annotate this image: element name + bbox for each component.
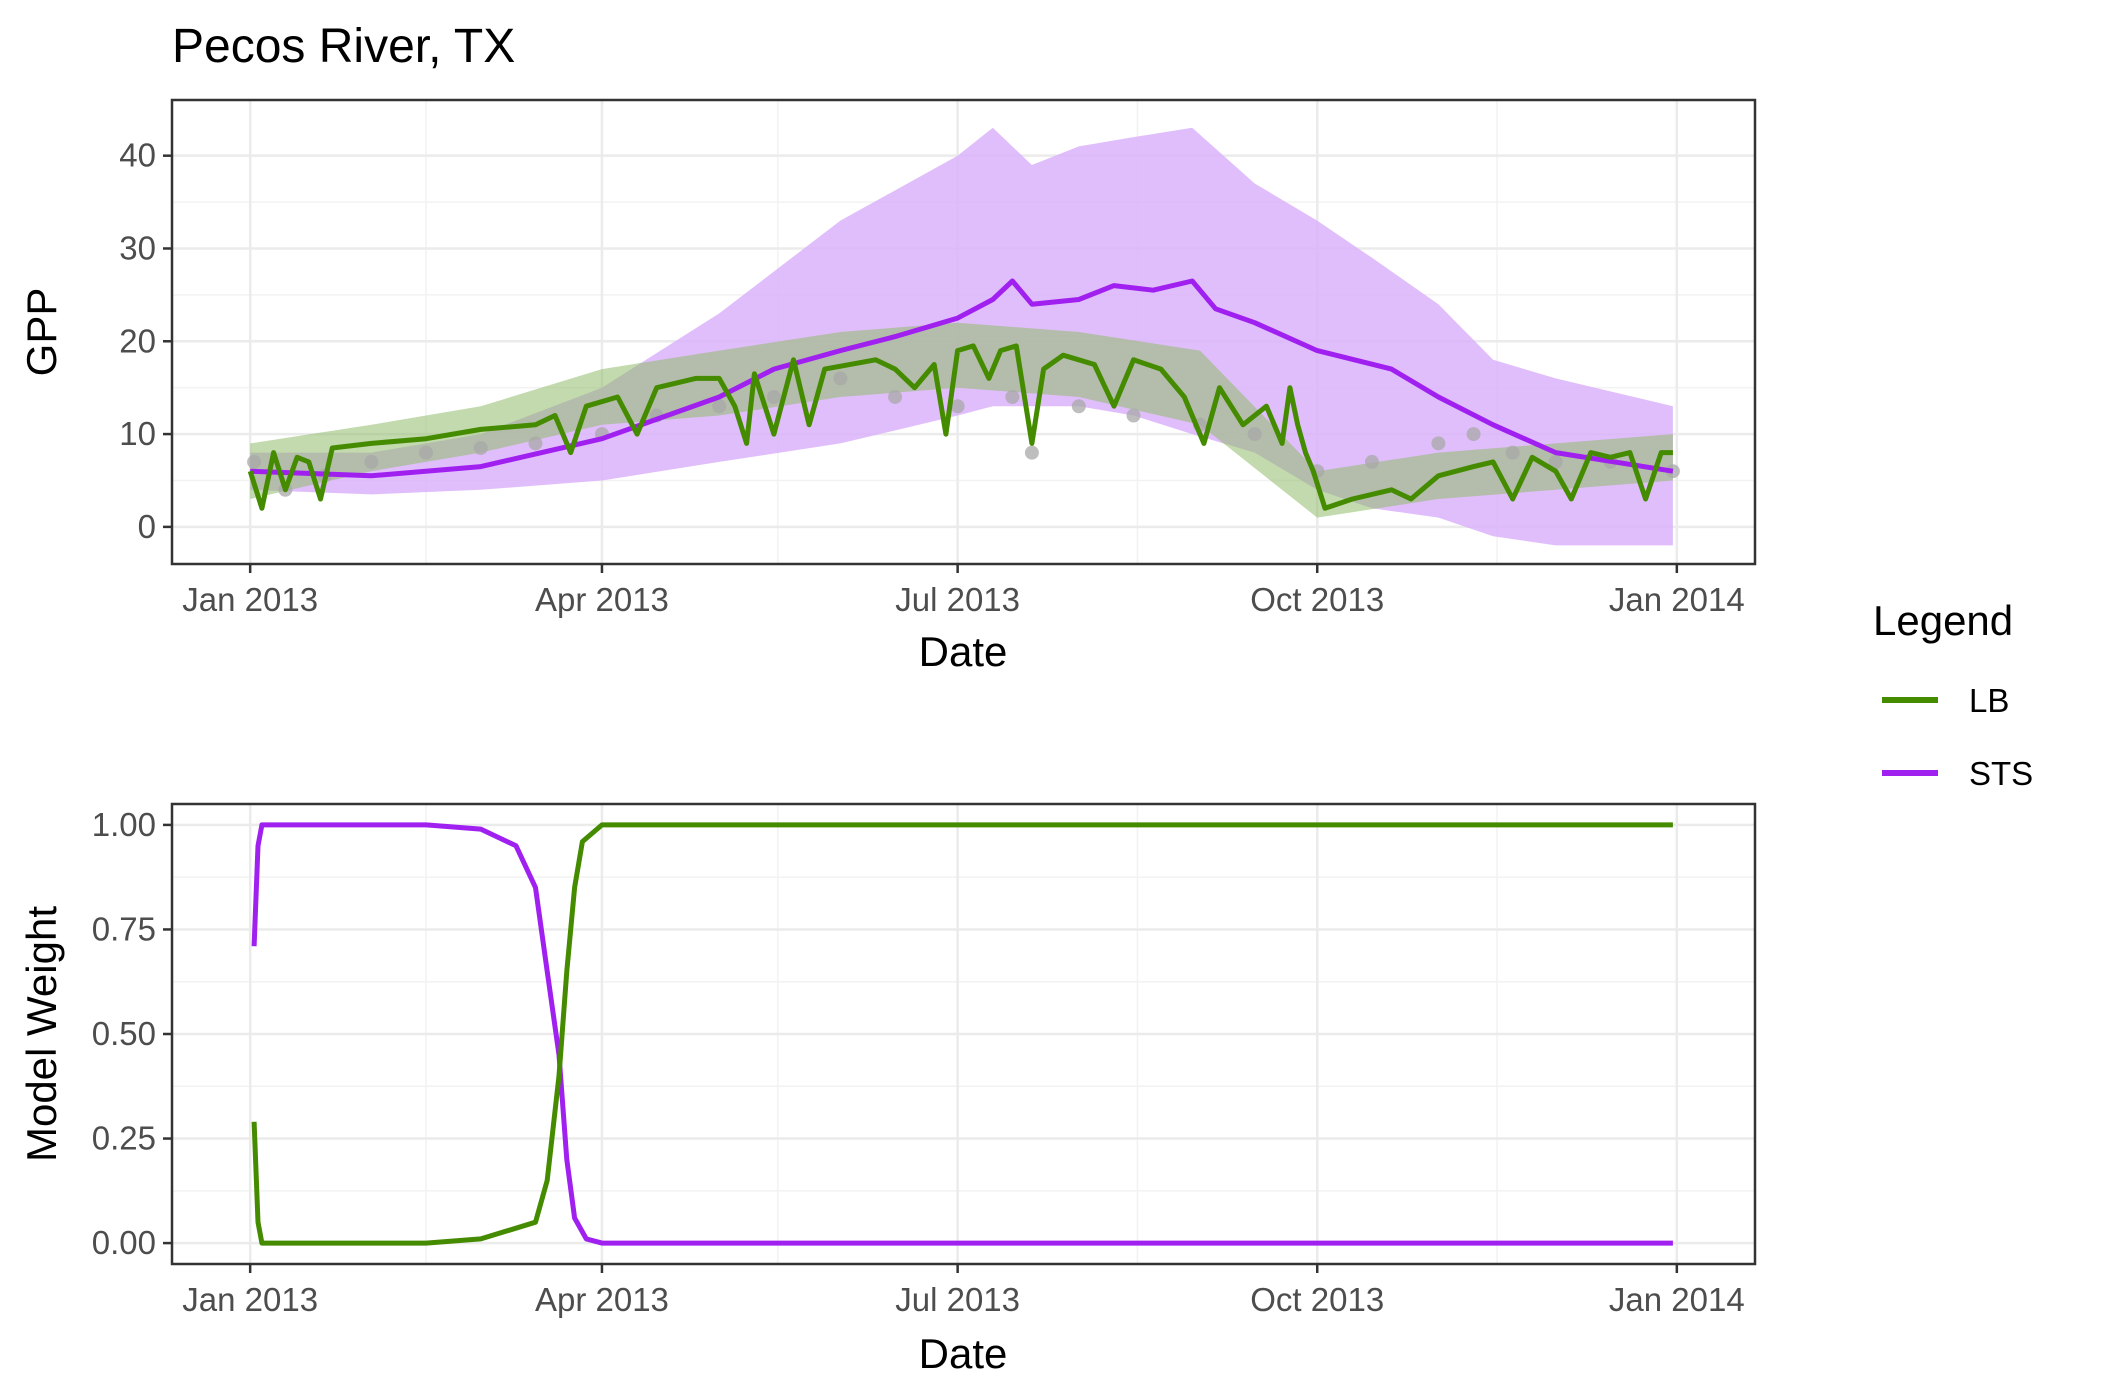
weight-y-axis-title: Model Weight: [18, 906, 65, 1162]
observed-gpp-point: [528, 436, 543, 451]
gpp-y-tick-label: 20: [119, 322, 156, 359]
legend-label-lb: LB: [1969, 682, 2009, 719]
weight-gridlines: [172, 804, 1755, 1264]
gpp-x-tick-label: Jan 2014: [1609, 581, 1745, 618]
weight-y-tick-label: 1.00: [92, 806, 156, 843]
legend-title: Legend: [1873, 597, 2013, 644]
weight-x-tick-label: Jan 2013: [182, 1281, 318, 1318]
sts-weight-line: [251, 822, 1673, 1246]
observed-gpp-point: [1247, 427, 1262, 442]
legend-label-sts: STS: [1969, 755, 2033, 792]
weight-panel: Jan 2013 Apr 2013 Jul 2013 Oct 2013 Jan 2014…: [18, 802, 1757, 1377]
gpp-y-axis-title: GPP: [18, 288, 65, 377]
observed-gpp-point: [364, 454, 379, 469]
gpp-x-axis-title: Date: [919, 628, 1008, 675]
weight-x-tick-label: Jul 2013: [895, 1281, 1020, 1318]
observed-gpp-point: [247, 454, 262, 469]
gpp-panel: Jan 2013 Apr 2013 Jul 2013 Oct 2013 Jan 2014…: [18, 98, 1757, 675]
lb-confidence-band: [250, 322, 1673, 518]
gpp-x-tick-label: Jan 2013: [182, 581, 318, 618]
observed-gpp-point: [1548, 454, 1563, 469]
gpp-y-tick-label: 40: [119, 137, 156, 174]
gpp-lines: [247, 278, 1674, 511]
observed-gpp-point: [950, 399, 965, 414]
observed-gpp-point: [766, 389, 781, 404]
weight-x-tick-label: Apr 2013: [535, 1281, 669, 1318]
weight-y-tick-label: 0.50: [92, 1015, 156, 1052]
weight-y-tick-label: 0.25: [92, 1120, 156, 1157]
gpp-x-ticks: Jan 2013 Apr 2013 Jul 2013 Oct 2013 Jan 2014: [182, 564, 1745, 618]
weight-lines: [251, 822, 1673, 1246]
gpp-y-tick-label: 10: [119, 415, 156, 452]
legend: Legend LB STS: [1873, 597, 2033, 792]
observed-gpp-point: [1005, 389, 1020, 404]
gpp-x-tick-label: Oct 2013: [1250, 581, 1384, 618]
chart-title: Pecos River, TX: [172, 20, 515, 73]
weight-y-ticks: 0.00 0.25 0.50 0.75 1.00: [92, 806, 172, 1261]
observed-gpp-point: [833, 371, 848, 386]
observed-gpp-point: [1126, 408, 1141, 423]
observed-gpp-point: [1505, 445, 1520, 460]
weight-x-ticks: Jan 2013 Apr 2013 Jul 2013 Oct 2013 Jan 2014: [182, 1264, 1745, 1318]
observed-gpp-point: [1364, 454, 1379, 469]
weight-x-tick-label: Oct 2013: [1250, 1281, 1384, 1318]
observed-gpp-point: [888, 389, 903, 404]
gpp-x-tick-label: Jul 2013: [895, 581, 1020, 618]
weight-y-tick-label: 0.75: [92, 910, 156, 947]
gpp-y-tick-label: 30: [119, 229, 156, 266]
observed-gpp-point: [1466, 427, 1481, 442]
lb-weight-line: [251, 822, 1673, 1246]
gpp-panel-border: [170, 98, 1757, 566]
weight-x-axis-title: Date: [919, 1330, 1008, 1377]
observed-gpp-point: [1071, 399, 1086, 414]
gpp-y-ticks: 0 10 20 30 40: [119, 137, 172, 545]
observed-gpp-point: [1665, 464, 1680, 479]
weight-x-tick-label: Jan 2014: [1609, 1281, 1745, 1318]
observed-gpp-point: [1024, 445, 1039, 460]
gpp-y-tick-label: 0: [138, 508, 156, 545]
lb-gpp-line: [247, 343, 1673, 511]
observed-gpp-point: [419, 445, 434, 460]
gpp-bands: [250, 127, 1673, 546]
observed-gpp-point: [473, 441, 488, 455]
observed-gpp-point: [712, 399, 727, 414]
weight-y-tick-label: 0.00: [92, 1224, 156, 1261]
gpp-x-tick-label: Apr 2013: [535, 581, 669, 618]
observed-gpp-point: [1431, 436, 1446, 451]
sts-gpp-line: [250, 278, 1674, 479]
